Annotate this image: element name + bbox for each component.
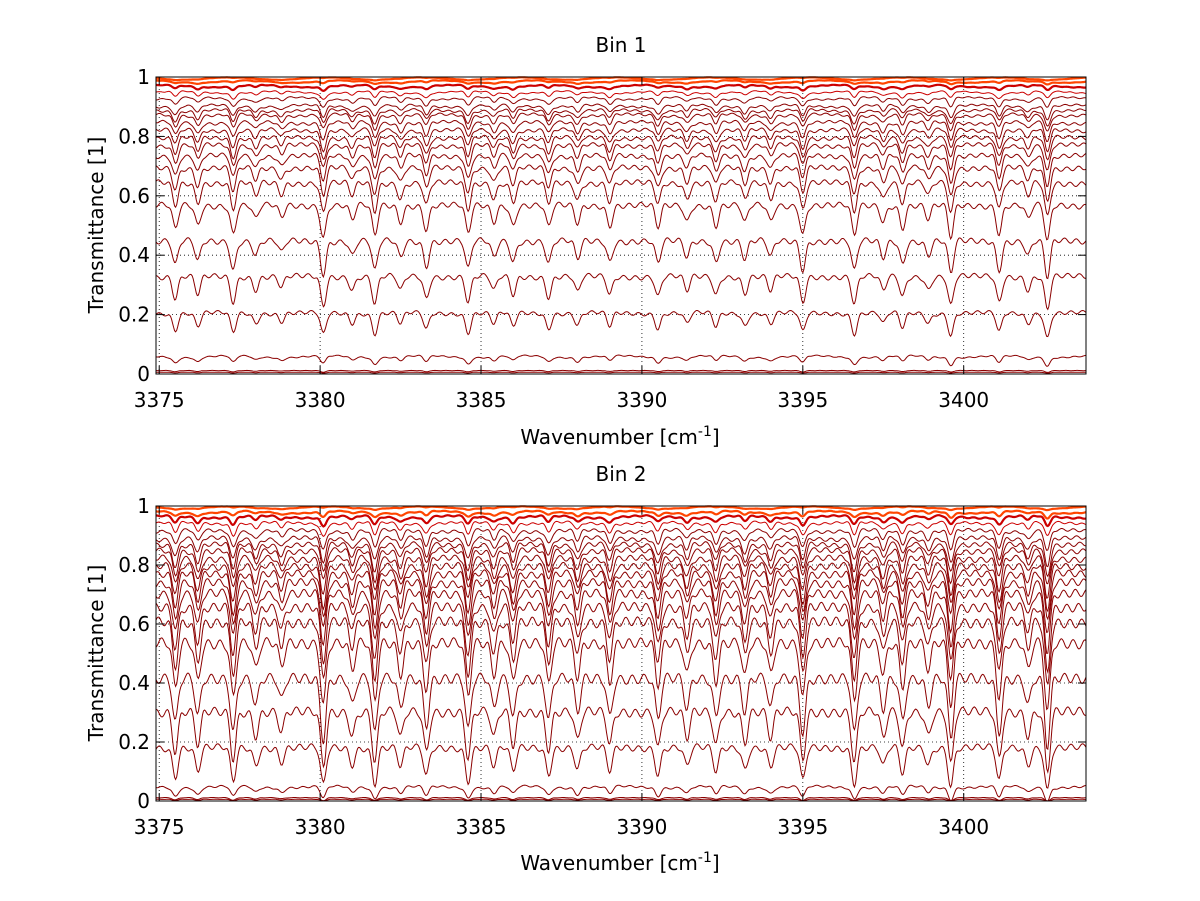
series-line (155, 569, 1087, 621)
series-line (155, 309, 1087, 338)
y-tick-label: 0 (137, 789, 150, 813)
panel-2-y-axis-label: Transmittance [1] (84, 565, 108, 743)
series-line (155, 134, 1087, 161)
series-line (155, 706, 1087, 774)
series-line (155, 636, 1087, 711)
series-line (155, 796, 1087, 802)
x-tick-label: 3385 (456, 815, 507, 839)
series-line (155, 547, 1087, 585)
x-tick-label: 3395 (777, 815, 828, 839)
series-line (155, 152, 1087, 188)
panel-bin-1: Bin 1 3375 3380 3385 3390 3395 3400 0 0.2 0.4 0.… (84, 33, 1087, 449)
series-line (155, 520, 1087, 538)
x-tick-label: 3400 (938, 388, 989, 412)
series-line (155, 272, 1087, 311)
panel-1-y-ticks: 0 0.2 0.4 0.6 0.8 1 (118, 65, 1086, 386)
series-line (155, 541, 1086, 578)
series-line (155, 142, 1087, 171)
series-line (155, 514, 1087, 528)
x-tick-label: 3375 (134, 815, 185, 839)
x-tick-label: 3385 (456, 388, 507, 412)
series-line (155, 354, 1087, 367)
series-line (155, 119, 1087, 143)
panel-2-title: Bin 2 (595, 462, 646, 486)
panel-bin-2: Bin 2 3375 3380 3385 3390 3395 3400 0 0.2 0.4 0.… (84, 462, 1087, 875)
series-line (155, 601, 1087, 674)
x-tick-label: 3395 (777, 388, 828, 412)
y-tick-label: 0 (137, 362, 150, 386)
series-line (155, 588, 1087, 654)
series-line (155, 127, 1087, 153)
series-line (155, 784, 1087, 802)
series-line (155, 672, 1087, 751)
series-line (155, 201, 1087, 241)
panel-1-y-axis-label: Transmittance [1] (84, 137, 108, 315)
panel-1-title: Bin 1 (595, 33, 646, 57)
x-tick-label: 3380 (295, 388, 346, 412)
series-line (156, 505, 1086, 512)
y-tick-label: 1 (137, 494, 150, 518)
series-line (155, 578, 1087, 635)
y-tick-label: 0.2 (118, 730, 150, 754)
series-line (155, 112, 1087, 132)
panel-2-series-lines (155, 505, 1087, 802)
x-tick-label: 3390 (616, 388, 667, 412)
panel-1-axes-box (155, 76, 1087, 375)
series-line (155, 616, 1087, 686)
panel-2-x-ticks: 3375 3380 3385 3390 3395 3400 (134, 506, 989, 839)
series-line (155, 107, 1086, 127)
y-tick-label: 0.4 (118, 671, 150, 695)
panel-1-x-ticks: 3375 3380 3385 3390 3395 3400 (134, 77, 989, 412)
series-line (156, 798, 1086, 802)
x-tick-label: 3400 (938, 815, 989, 839)
series-line (155, 554, 1087, 599)
series-line (156, 371, 1086, 374)
series-line (155, 743, 1087, 789)
x-tick-label: 3380 (295, 815, 346, 839)
series-line (155, 96, 1087, 108)
y-tick-label: 0.4 (118, 243, 150, 267)
panel-2-axes-box (155, 505, 1087, 802)
y-tick-label: 0.6 (118, 612, 150, 636)
y-tick-label: 0.2 (118, 303, 150, 327)
panel-2-x-axis-label: Wavenumber [cm-1] (520, 850, 719, 875)
x-tick-label: 3390 (616, 815, 667, 839)
series-line (155, 509, 1087, 520)
y-tick-label: 0.6 (118, 184, 150, 208)
series-line (155, 527, 1087, 552)
series-line (155, 164, 1087, 203)
series-line (155, 103, 1087, 121)
series-line (155, 179, 1087, 216)
series-line (155, 535, 1087, 568)
series-line (155, 237, 1087, 280)
series-line (155, 369, 1086, 373)
y-tick-label: 0.8 (118, 553, 150, 577)
y-tick-label: 1 (137, 65, 150, 89)
x-tick-label: 3375 (134, 388, 185, 412)
series-line (155, 90, 1087, 100)
series-line (155, 561, 1087, 613)
y-tick-label: 0.8 (118, 124, 150, 148)
panel-1-series-lines (155, 76, 1087, 375)
panel-2-y-ticks: 0 0.2 0.4 0.6 0.8 1 (118, 494, 1086, 813)
series-line (155, 79, 1087, 86)
series-line (155, 83, 1087, 93)
panel-1-x-axis-label: Wavenumber [cm-1] (520, 424, 719, 449)
